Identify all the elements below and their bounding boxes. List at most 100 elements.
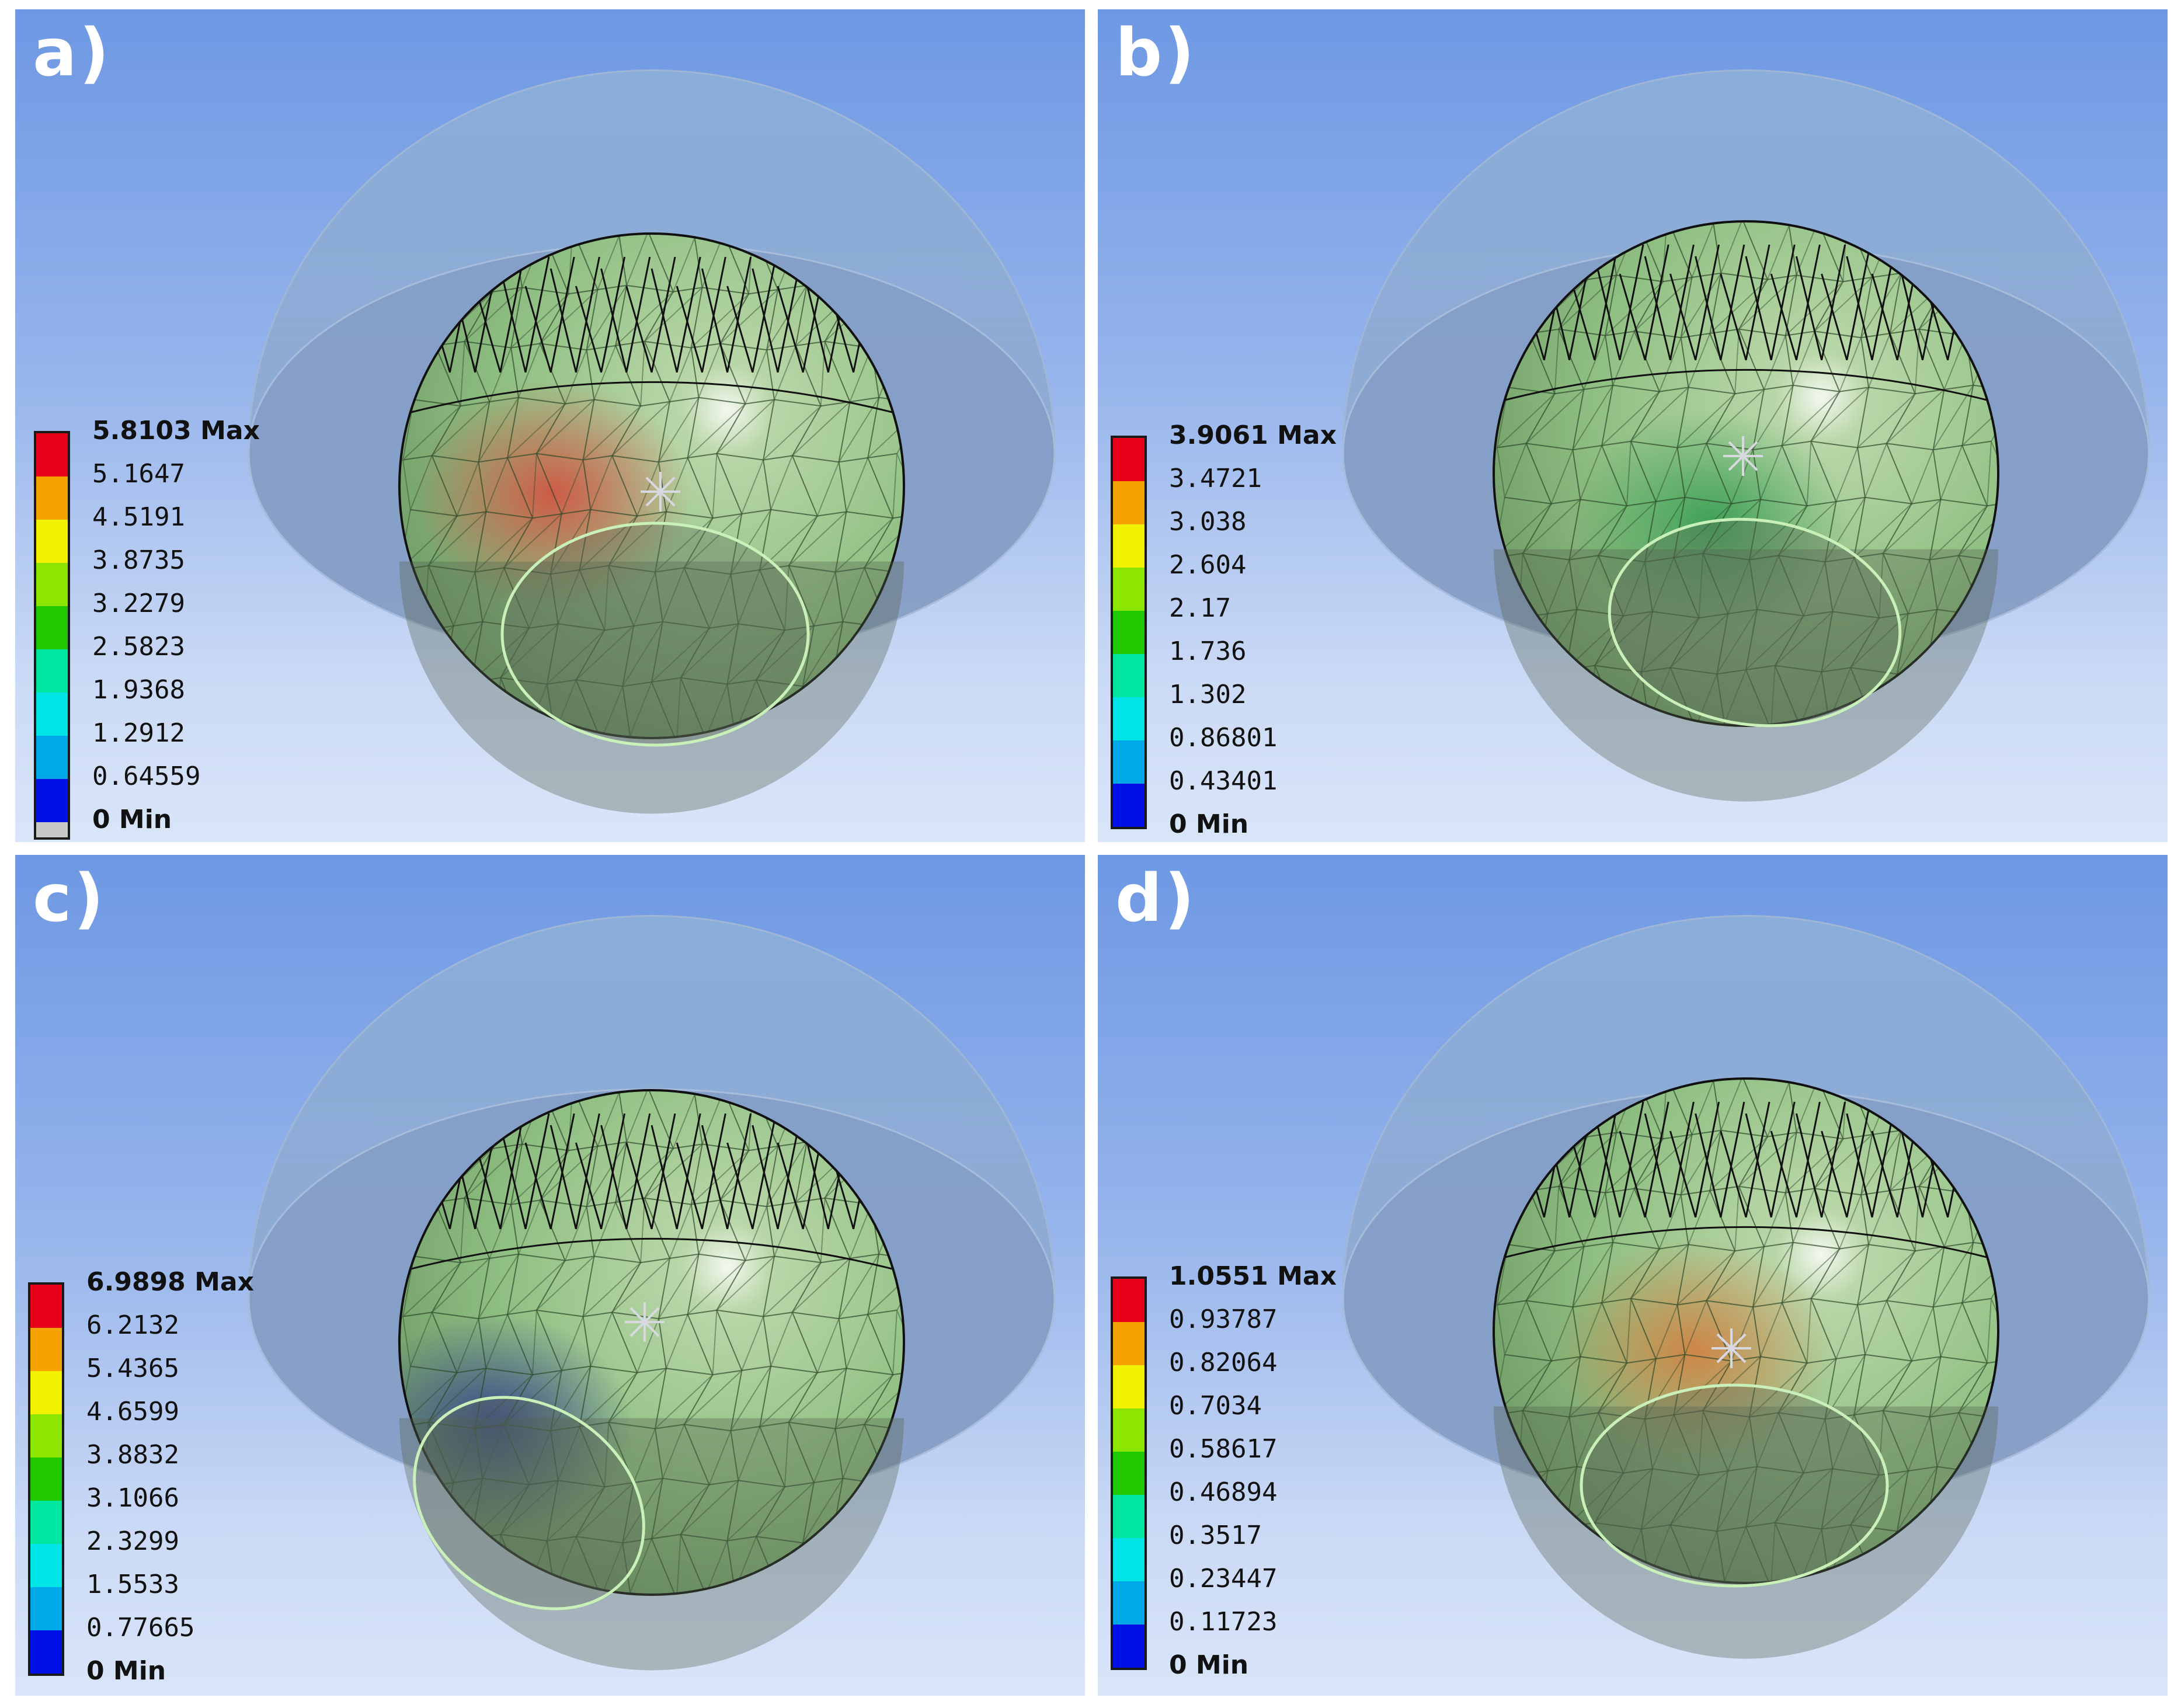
legend-swatch <box>1113 438 1145 481</box>
legend-min-label: 0 Min <box>92 805 172 834</box>
model-view-c <box>248 915 1056 1671</box>
legend-swatch <box>36 563 68 606</box>
contact-rim-ellipse <box>1580 1383 1889 1588</box>
legend-swatch <box>30 1328 62 1371</box>
legend-swatch <box>1113 740 1145 784</box>
legend-tick-label: 1.302 <box>1169 680 1247 709</box>
legend-tick-label: 0.86801 <box>1169 723 1278 753</box>
legend-swatch <box>30 1457 62 1501</box>
legend-tick-label: 0.77665 <box>86 1613 195 1643</box>
legend-tick-label: 0.82064 <box>1169 1348 1278 1377</box>
legend-tick-label: 3.8832 <box>86 1440 179 1470</box>
legend-tick-label: 0.64559 <box>92 761 201 791</box>
legend-swatch <box>1113 1538 1145 1581</box>
contact-rim-ellipse <box>413 1396 645 1610</box>
femoral-head-sphere <box>399 234 904 738</box>
panel-label-d: d) <box>1115 861 1197 937</box>
legend-swatch-grey <box>36 822 68 837</box>
legend-swatch <box>30 1544 62 1587</box>
legend-color-bar <box>1111 436 1147 829</box>
contact-rim-ellipse <box>500 521 810 747</box>
center-marker-icon <box>1723 436 1763 476</box>
panel-d: d) 1.0551 Max 0.93787 0.82064 0.7034 0.58617… <box>1098 855 2168 1696</box>
legend-swatch <box>30 1501 62 1544</box>
legend-swatch <box>36 736 68 779</box>
legend-tick-label: 1.2912 <box>92 718 185 748</box>
lower-shadow <box>1494 549 1998 802</box>
legend-tick-label: 0.23447 <box>1169 1564 1278 1594</box>
legend-tick-label: 0.46894 <box>1169 1477 1278 1507</box>
legend-swatch <box>1113 1581 1145 1624</box>
panel-label-a: a) <box>33 15 112 91</box>
legend-swatch <box>1113 1495 1145 1538</box>
legend-swatch <box>36 693 68 736</box>
legend-tick-label: 5.4365 <box>86 1354 179 1383</box>
legend-color-bar <box>1111 1276 1147 1670</box>
legend-tick-label: 4.5191 <box>92 502 185 532</box>
legend-swatch <box>1113 1452 1145 1495</box>
legend-swatch <box>1113 524 1145 568</box>
legend-tick-label: 3.038 <box>1169 507 1247 537</box>
legend-swatch <box>1113 568 1145 611</box>
legend-swatch <box>36 520 68 563</box>
legend-swatch <box>1113 1624 1145 1668</box>
legend-tick-label: 2.604 <box>1169 550 1247 580</box>
legend-swatch <box>30 1371 62 1414</box>
legend-swatch <box>36 649 68 693</box>
legend-tick-label: 3.2279 <box>92 589 185 618</box>
center-marker-icon <box>641 472 680 512</box>
legend-swatch <box>1113 1408 1145 1452</box>
legend-tick-label: 2.17 <box>1169 593 1231 623</box>
legend-tick-label: 6.2132 <box>86 1310 179 1340</box>
legend-swatch <box>36 476 68 520</box>
legend-max-label: 3.9061 Max <box>1169 420 1337 450</box>
legend-tick-label: 0.11723 <box>1169 1607 1278 1637</box>
legend-color-bar <box>34 431 70 840</box>
legend-color-bar <box>28 1282 64 1676</box>
legend-min-label: 0 Min <box>1169 1650 1249 1680</box>
legend-swatch <box>30 1630 62 1674</box>
legend-tick-label: 4.6599 <box>86 1397 179 1427</box>
legend-tick-label: 3.1066 <box>86 1483 179 1513</box>
legend-swatch <box>30 1414 62 1457</box>
legend-swatch <box>30 1285 62 1328</box>
contact-rim-ellipse <box>1608 517 1902 728</box>
color-legend-c: 6.9898 Max 6.2132 5.4365 4.6599 3.8832 3.1066… <box>28 1267 273 1684</box>
lower-shadow <box>1494 1406 1998 1659</box>
legend-swatch <box>36 606 68 649</box>
legend-tick-label: 0.43401 <box>1169 766 1278 796</box>
legend-tick-label: 3.4721 <box>1169 464 1262 493</box>
femoral-head-sphere <box>1494 1079 1998 1583</box>
model-view-b <box>1342 69 2150 802</box>
legend-tick-label: 1.9368 <box>92 675 185 705</box>
legend-tick-label: 5.1647 <box>92 459 185 489</box>
legend-max-label: 6.9898 Max <box>86 1267 254 1297</box>
color-legend-a: 5.8103 Max 5.1647 4.5191 3.8735 3.2279 2.5823… <box>34 416 279 840</box>
legend-max-label: 5.8103 Max <box>92 416 260 446</box>
panel-a: a) 5.8103 Max 5.1647 4.5191 3.8735 3.2279 2.5… <box>15 9 1085 842</box>
legend-tick-label: 1.5533 <box>86 1570 179 1599</box>
femoral-head-sphere <box>1494 221 1998 726</box>
legend-swatch <box>1113 1279 1145 1322</box>
legend-swatch <box>1113 1322 1145 1365</box>
legend-swatch <box>1113 784 1145 827</box>
legend-tick-label: 1.736 <box>1169 636 1247 666</box>
legend-tick-label: 0.93787 <box>1169 1305 1278 1334</box>
legend-swatch <box>36 433 68 476</box>
legend-swatch <box>1113 1365 1145 1408</box>
legend-tick-label: 0.7034 <box>1169 1391 1262 1421</box>
legend-tick-label: 2.3299 <box>86 1526 179 1556</box>
panel-label-c: c) <box>33 861 106 937</box>
model-view-d <box>1342 915 2150 1659</box>
center-marker-icon <box>1712 1328 1751 1368</box>
legend-tick-label: 2.5823 <box>92 632 185 662</box>
panel-b: b) 3.9061 Max 3.4721 3.038 2.604 2.17 1.736 1.… <box>1098 9 2168 842</box>
color-legend-b: 3.9061 Max 3.4721 3.038 2.604 2.17 1.736 1.302… <box>1111 420 1356 837</box>
lower-shadow <box>399 561 904 814</box>
legend-tick-label: 3.8735 <box>92 545 185 575</box>
legend-swatch <box>1113 481 1145 524</box>
legend-min-label: 0 Min <box>1169 809 1249 839</box>
lower-shadow <box>399 1418 904 1671</box>
panel-label-b: b) <box>1115 15 1197 91</box>
panel-c: c) 6.9898 Max 6.2132 5.4365 4.6599 3.8832 3.1… <box>15 855 1085 1696</box>
